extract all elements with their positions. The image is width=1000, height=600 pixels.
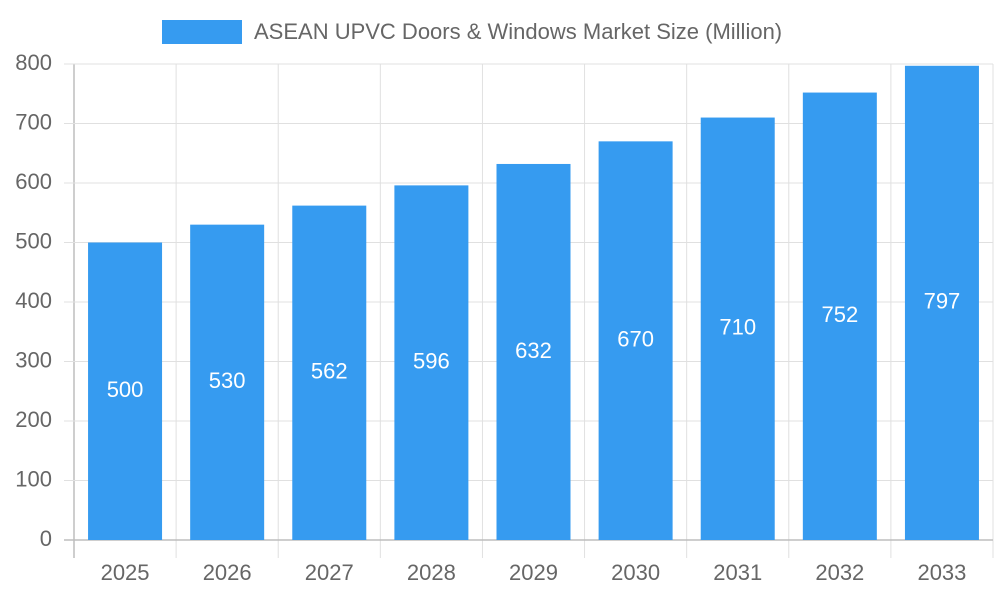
y-tick-label: 0 <box>40 526 52 551</box>
x-tick-label: 2030 <box>611 560 660 585</box>
bar <box>292 205 367 541</box>
bar <box>394 185 469 540</box>
y-tick-label: 400 <box>15 288 52 313</box>
y-tick-label: 100 <box>15 466 52 491</box>
y-tick-label: 500 <box>15 228 52 253</box>
data-label: 797 <box>924 289 961 314</box>
data-label: 670 <box>617 326 654 351</box>
legend-swatch <box>162 20 242 44</box>
y-tick-label: 600 <box>15 169 52 194</box>
bar <box>598 141 673 540</box>
x-tick-label: 2031 <box>713 560 762 585</box>
x-tick-label: 2029 <box>509 560 558 585</box>
bar <box>496 163 571 540</box>
x-tick-label: 2027 <box>305 560 354 585</box>
bar <box>88 242 163 540</box>
x-tick-label: 2026 <box>203 560 252 585</box>
x-tick-label: 2028 <box>407 560 456 585</box>
data-label: 562 <box>311 359 348 384</box>
bar <box>190 224 265 540</box>
y-tick-label: 800 <box>15 50 52 75</box>
y-tick-label: 300 <box>15 347 52 372</box>
x-tick-label: 2025 <box>101 560 150 585</box>
bar <box>700 117 775 541</box>
data-label: 530 <box>209 368 246 393</box>
y-tick-label: 200 <box>15 407 52 432</box>
bar <box>802 92 877 540</box>
data-label: 752 <box>821 302 858 327</box>
bar <box>904 65 979 540</box>
legend-label: ASEAN UPVC Doors & Windows Market Size (… <box>254 19 782 44</box>
data-label: 632 <box>515 338 552 363</box>
data-label: 500 <box>107 377 144 402</box>
data-label: 596 <box>413 349 450 374</box>
data-label: 710 <box>719 315 756 340</box>
x-tick-label: 2033 <box>917 560 966 585</box>
x-tick-label: 2032 <box>815 560 864 585</box>
y-tick-label: 700 <box>15 109 52 134</box>
